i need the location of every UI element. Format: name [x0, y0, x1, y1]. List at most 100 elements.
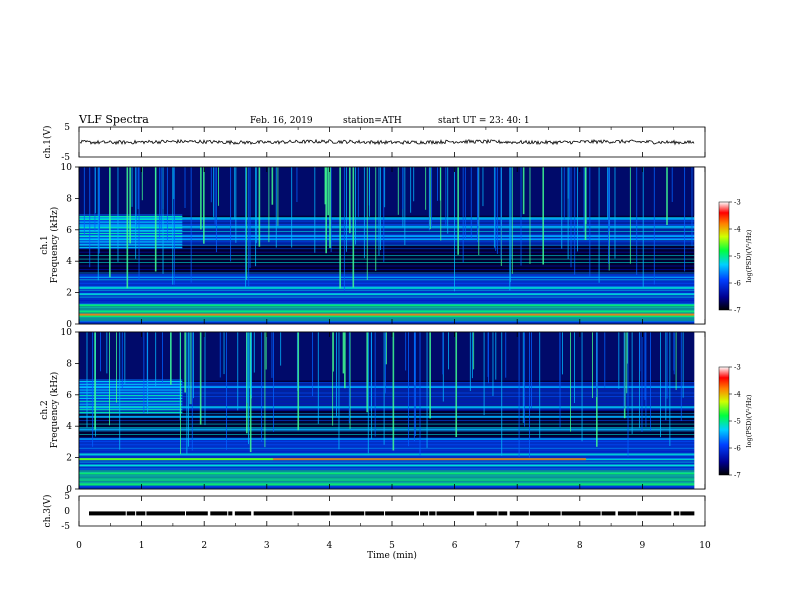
sferic-streak: [184, 332, 186, 393]
sferic-streak: [442, 332, 444, 402]
spectral-line: [79, 238, 695, 241]
spectral-striation: [79, 237, 695, 239]
sferic-streak: [660, 332, 661, 438]
sferic-streak: [218, 167, 219, 206]
sferic-streak: [410, 167, 412, 213]
ch3-trace-segment: [385, 511, 420, 516]
frequency-tick-label: 6: [66, 391, 72, 401]
sferic-streak: [511, 167, 513, 274]
colorbar-tick-label: -5: [734, 253, 741, 261]
frequency-tick-label: 6: [66, 226, 72, 236]
sferic-streak: [369, 167, 370, 217]
sferic-streak: [464, 167, 466, 239]
sferic-streak: [199, 332, 202, 425]
sferic-streak: [439, 167, 441, 201]
sferic-streak: [94, 332, 96, 430]
sferic-streak: [500, 167, 502, 260]
ch1-ytick-neg5: -5: [61, 153, 70, 163]
sferic-streak: [426, 332, 428, 448]
sferic-streak: [638, 332, 640, 429]
ch1-waveform-line: [79, 138, 695, 146]
sferic-streak: [203, 167, 205, 244]
sferic-streak: [384, 167, 386, 208]
ch3-trace-segment: [601, 511, 616, 516]
spectral-striation: [79, 220, 695, 222]
colorbar-tick-label: -6: [734, 280, 741, 288]
sferic-streak: [275, 167, 277, 248]
sferic-streak: [126, 167, 129, 289]
sferic-streak: [478, 167, 480, 256]
time-tick-label: 3: [264, 541, 270, 551]
time-tick-label: 0: [76, 541, 82, 551]
sferic-streak: [200, 167, 202, 230]
sferic-streak: [258, 167, 261, 247]
ch3-trace-segment: [561, 511, 601, 516]
sferic-streak: [437, 167, 438, 201]
sferic-streak: [574, 332, 576, 404]
sferic-streak: [397, 167, 399, 215]
sferic-streak: [166, 167, 168, 242]
time-tick-label: 7: [514, 541, 520, 551]
spectral-line: [79, 217, 695, 220]
sferic-streak: [509, 167, 511, 291]
sferic-streak: [567, 167, 569, 260]
ch2-frequency-ticks: 0 2 4 6 8 10: [61, 328, 79, 495]
sferic-streak: [327, 167, 329, 216]
sferic-streak: [261, 332, 262, 442]
sferic-streak: [383, 167, 385, 262]
sferic-streak: [141, 167, 143, 201]
frequency-tick-label: 2: [66, 289, 72, 299]
spectral-striation: [79, 423, 695, 425]
sferic-streak: [609, 167, 610, 232]
colorbar-tick-label: -6: [734, 445, 741, 453]
sferic-streak: [143, 332, 145, 414]
sferic-streak: [559, 332, 561, 428]
sferic-streak: [248, 167, 250, 287]
sferic-streak: [431, 167, 433, 228]
sferic-streak: [592, 332, 593, 398]
sferic-streak: [343, 167, 345, 291]
sferic-streak: [542, 167, 545, 265]
sferic-streak: [524, 332, 526, 427]
sferic-streak: [146, 332, 148, 409]
spectral-striation: [79, 300, 695, 301]
early-striation: [79, 412, 183, 414]
sferic-streak: [631, 332, 633, 434]
spectral-line: [79, 428, 695, 431]
sferic-streak: [329, 167, 331, 249]
time-tick-label: 1: [139, 541, 145, 551]
sferic-streak: [511, 167, 513, 260]
sferic-streak: [137, 167, 139, 210]
sferic-streak: [312, 332, 314, 397]
sferic-streak: [604, 332, 606, 388]
sferic-streak: [691, 167, 693, 247]
sferic-streak: [429, 167, 431, 230]
sferic-streak: [186, 332, 188, 454]
spectral-striation: [79, 269, 695, 270]
sferic-streak: [135, 167, 137, 228]
sferic-streak: [626, 332, 628, 394]
spectral-striation: [79, 389, 695, 390]
sferic-streak: [644, 332, 646, 400]
spectral-striation: [79, 420, 695, 422]
sferic-streak: [235, 167, 237, 243]
spectral-striation: [79, 461, 695, 463]
frequency-tick-label: 2: [66, 454, 72, 464]
sferic-streak: [492, 332, 494, 396]
sferic-streak: [129, 167, 131, 244]
ch2-channel-label: ch.2: [40, 400, 50, 419]
spectrogram-upper-band: [79, 167, 695, 216]
sferic-streak: [666, 167, 668, 225]
spectral-striation: [79, 437, 695, 439]
sferic-streak: [454, 167, 455, 292]
spectral-line: [79, 453, 695, 456]
sferic-streak: [462, 167, 464, 263]
sferic-streak: [121, 332, 123, 389]
sferic-streak: [271, 332, 273, 378]
sferic-streak: [162, 332, 163, 384]
frequency-tick-label: 0: [66, 485, 72, 495]
spectral-striation: [79, 286, 695, 288]
sferic-streak: [366, 167, 368, 280]
ch3-trace-segment: [420, 511, 429, 516]
ch1-spectrogram-image: [79, 167, 705, 324]
